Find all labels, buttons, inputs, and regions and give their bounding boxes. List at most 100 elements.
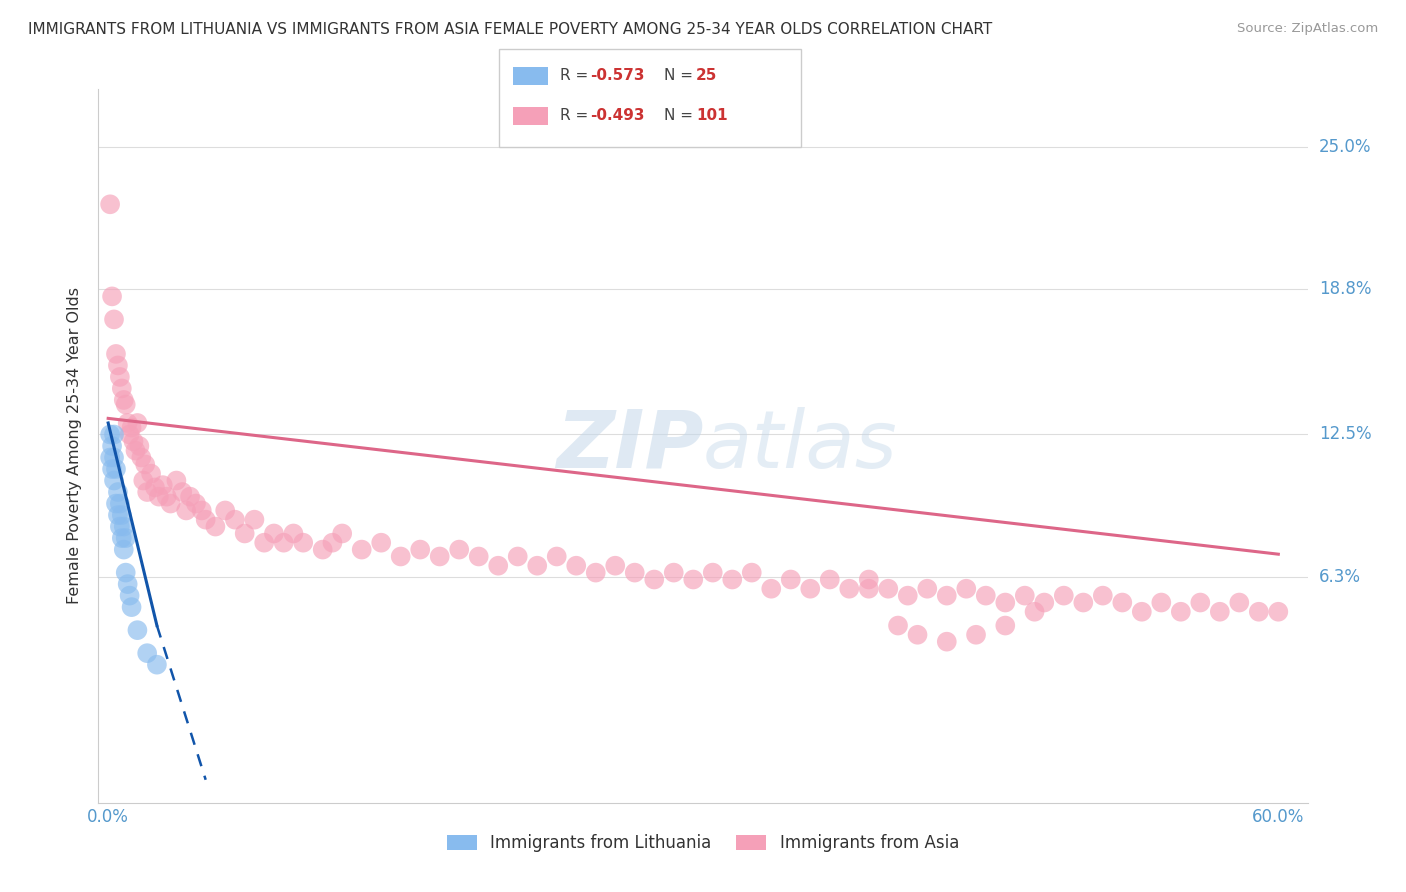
Point — [263, 526, 285, 541]
Point — [321, 535, 343, 549]
Point — [128, 439, 150, 453]
Point — [858, 582, 880, 596]
Point — [330, 526, 353, 541]
Point — [112, 542, 135, 557]
Point — [605, 558, 627, 573]
Point — [779, 573, 801, 587]
Point — [131, 450, 153, 465]
Text: ZIP: ZIP — [555, 407, 703, 485]
Point — [526, 558, 548, 573]
Y-axis label: Female Poverty Among 25-34 Year Olds: Female Poverty Among 25-34 Year Olds — [67, 287, 83, 605]
Point — [184, 497, 207, 511]
Point — [721, 573, 744, 587]
Point — [103, 474, 125, 488]
Point — [994, 618, 1017, 632]
Text: atlas: atlas — [703, 407, 898, 485]
Point — [148, 490, 170, 504]
Point — [974, 589, 997, 603]
Point — [1111, 595, 1133, 609]
Point — [104, 347, 127, 361]
Text: 12.5%: 12.5% — [1319, 425, 1371, 443]
Point — [146, 657, 169, 672]
Point — [1227, 595, 1250, 609]
Point — [104, 497, 127, 511]
Point — [243, 513, 266, 527]
Point — [194, 513, 217, 527]
Point — [467, 549, 489, 564]
Point — [486, 558, 509, 573]
Point — [117, 577, 139, 591]
Point — [1150, 595, 1173, 609]
Point — [1053, 589, 1076, 603]
Text: 6.3%: 6.3% — [1319, 568, 1361, 586]
Point — [103, 427, 125, 442]
Point — [108, 370, 131, 384]
Point — [98, 197, 121, 211]
Point — [214, 503, 236, 517]
Point — [838, 582, 860, 596]
Point — [312, 542, 335, 557]
Point — [643, 573, 665, 587]
Point — [682, 573, 704, 587]
Point — [117, 416, 139, 430]
Point — [292, 535, 315, 549]
Point — [449, 542, 471, 557]
Point — [179, 490, 201, 504]
Point — [101, 289, 124, 303]
Text: 101: 101 — [696, 109, 727, 123]
Point — [101, 439, 124, 453]
Point — [965, 628, 987, 642]
Point — [114, 566, 136, 580]
Point — [136, 646, 159, 660]
Point — [127, 623, 149, 637]
Point — [1247, 605, 1270, 619]
Point — [107, 508, 129, 522]
Point — [136, 485, 159, 500]
Point — [283, 526, 305, 541]
Point — [1071, 595, 1094, 609]
Point — [935, 634, 957, 648]
Point — [994, 595, 1017, 609]
Text: R =: R = — [560, 69, 593, 83]
Point — [191, 503, 214, 517]
Point — [204, 519, 226, 533]
Point — [409, 542, 432, 557]
Point — [955, 582, 977, 596]
Point — [118, 427, 141, 442]
Point — [174, 503, 197, 517]
Point — [370, 535, 392, 549]
Point — [506, 549, 529, 564]
Point — [253, 535, 276, 549]
Point — [858, 573, 880, 587]
Point — [107, 485, 129, 500]
Point — [702, 566, 724, 580]
Point — [103, 312, 125, 326]
Point — [897, 589, 920, 603]
Point — [1170, 605, 1192, 619]
Legend: Immigrants from Lithuania, Immigrants from Asia: Immigrants from Lithuania, Immigrants fr… — [440, 828, 966, 859]
Point — [1267, 605, 1289, 619]
Point — [124, 443, 146, 458]
Point — [662, 566, 685, 580]
Point — [121, 420, 143, 434]
Text: -0.573: -0.573 — [591, 69, 645, 83]
Point — [585, 566, 607, 580]
Point — [273, 535, 295, 549]
Point — [907, 628, 929, 642]
Text: Source: ZipAtlas.com: Source: ZipAtlas.com — [1237, 22, 1378, 36]
Point — [122, 434, 145, 449]
Point — [152, 478, 174, 492]
Point — [159, 497, 181, 511]
Point — [111, 508, 134, 522]
Point — [233, 526, 256, 541]
Point — [156, 490, 179, 504]
Text: 25.0%: 25.0% — [1319, 137, 1371, 156]
Point — [114, 398, 136, 412]
Point — [118, 589, 141, 603]
Point — [172, 485, 194, 500]
Point — [1014, 589, 1036, 603]
Point — [108, 497, 131, 511]
Point — [623, 566, 645, 580]
Point — [98, 450, 121, 465]
Point — [1024, 605, 1046, 619]
